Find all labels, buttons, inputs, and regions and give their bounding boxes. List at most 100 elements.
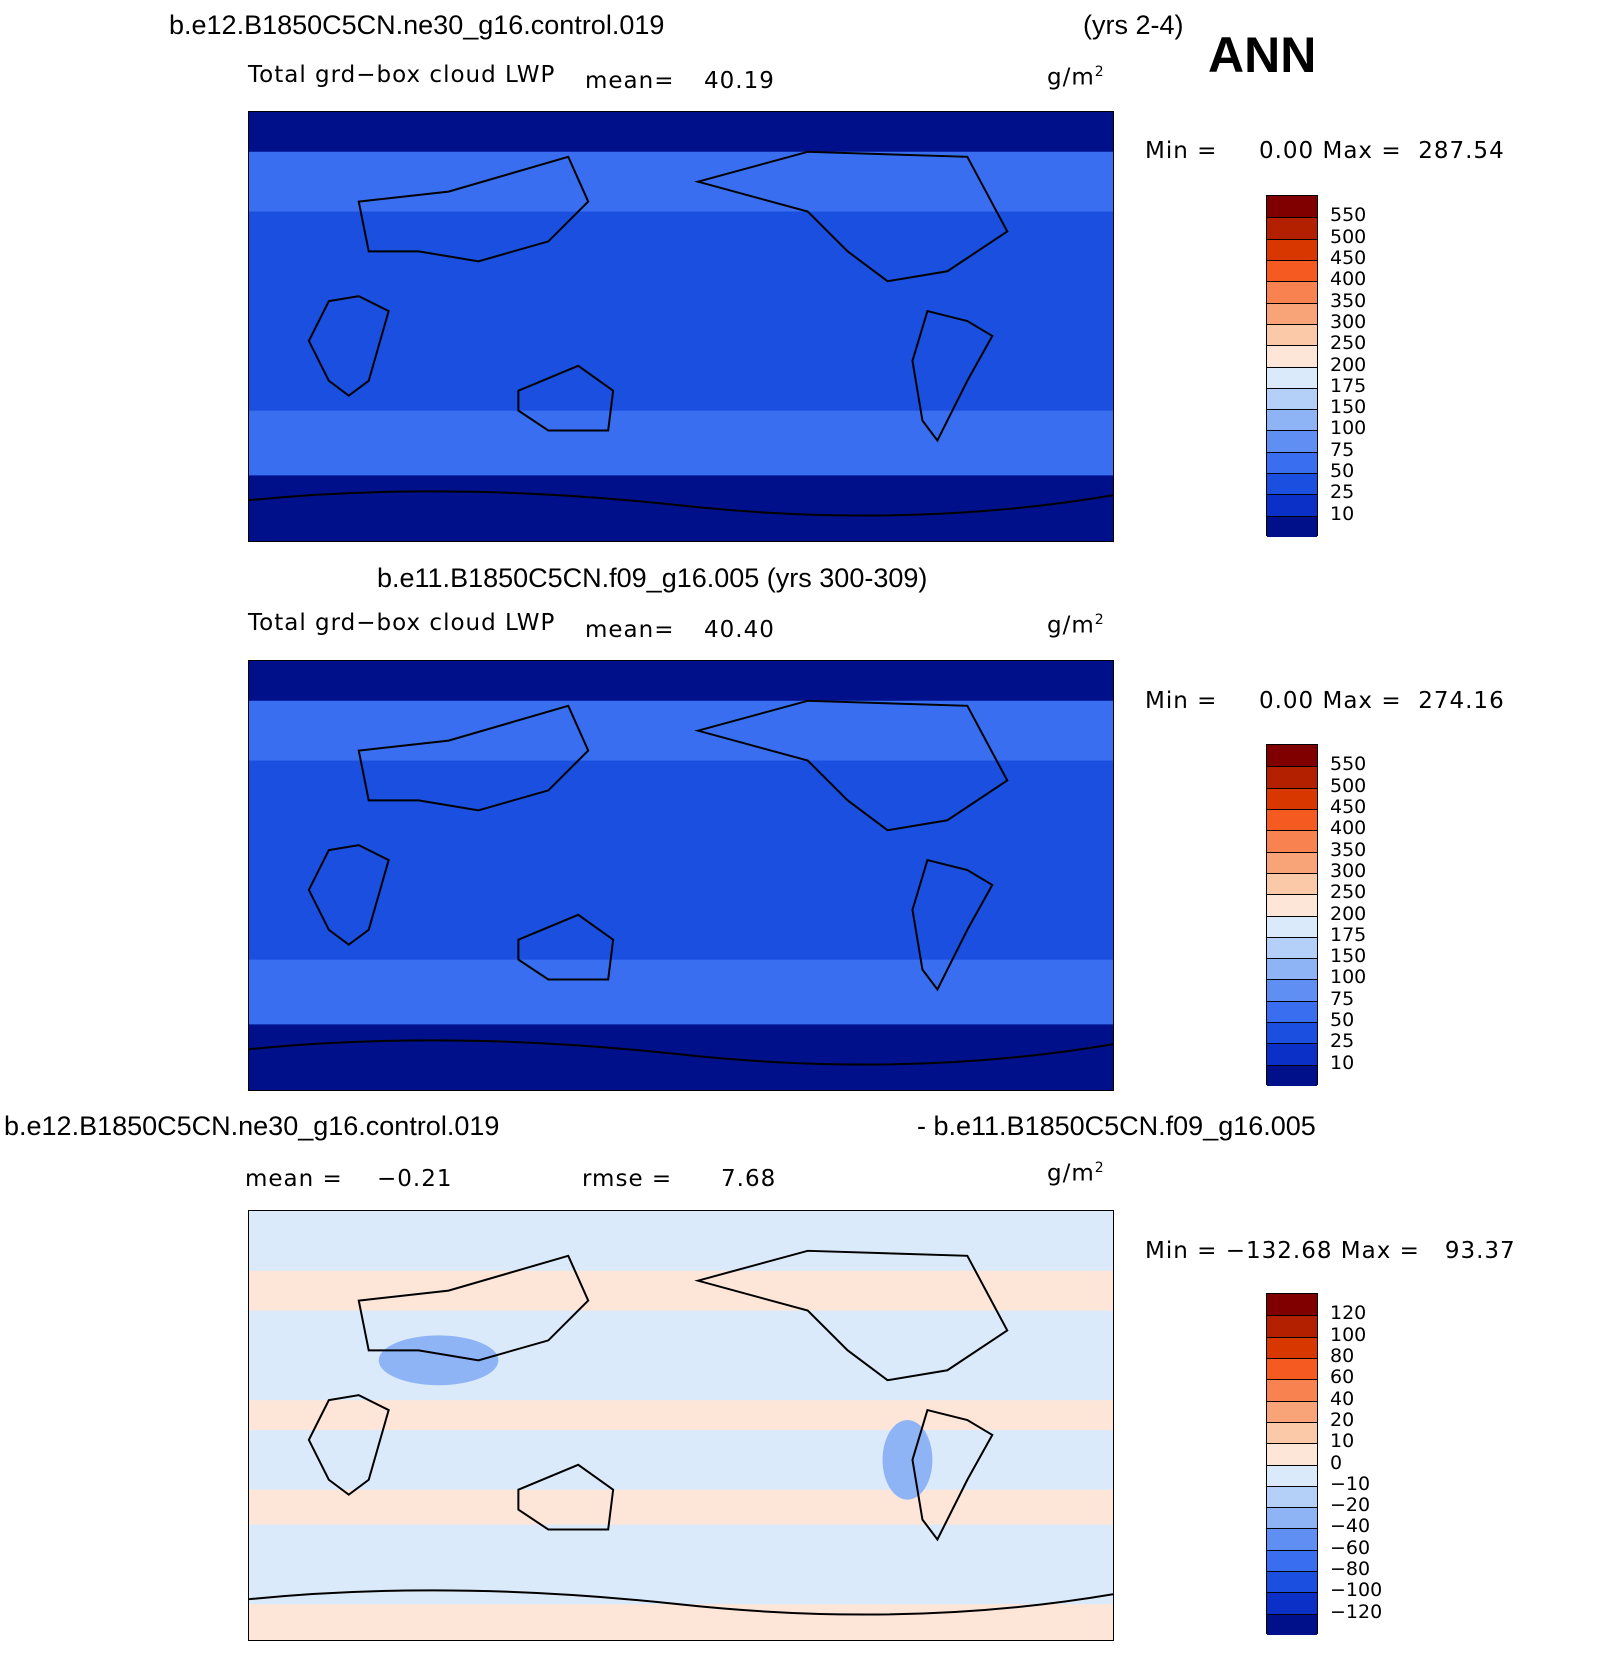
colorbar-swatch: [1267, 1043, 1317, 1065]
panel3-pos-band-n: [249, 1270, 1113, 1311]
panel1-australia: [517, 364, 615, 432]
colorbar-label: 300: [1330, 859, 1367, 882]
panel2-eurasia: [357, 704, 590, 812]
colorbar-label: −60: [1330, 1536, 1371, 1559]
season-label: ANN: [1208, 27, 1317, 83]
colorbar-swatch: [1267, 958, 1317, 980]
panel1-units: g/m2: [1047, 64, 1105, 91]
panel2-map-svg: [249, 661, 1113, 1090]
diff-left-title: b.e12.B1850C5CN.ne30_g16.control.019: [4, 1111, 500, 1141]
panel1-colorbar: [1266, 195, 1318, 537]
colorbar-swatch: [1267, 1064, 1317, 1086]
colorbar-swatch: [1267, 323, 1317, 346]
panel2-variable: Total grd−box cloud LWP: [248, 610, 556, 636]
panel1-north-america: [694, 150, 1009, 283]
colorbar-label: 250: [1330, 881, 1367, 904]
panel2-north-america: [694, 699, 1009, 832]
colorbar-label: −20: [1330, 1494, 1371, 1517]
colorbar-swatch: [1267, 915, 1317, 937]
colorbar-swatch: [1267, 430, 1317, 452]
panel3-pos-band-s: [249, 1489, 1113, 1525]
panel3-neg-asia: [378, 1335, 499, 1386]
colorbar-label: 450: [1330, 246, 1367, 269]
colorbar-label: −10: [1330, 1472, 1371, 1495]
colorbar-swatch: [1267, 1421, 1317, 1444]
panel1-map: [248, 111, 1114, 542]
colorbar-label: 50: [1330, 460, 1355, 483]
panel3-south-america: [911, 1408, 994, 1542]
panel1-eurasia: [357, 155, 590, 263]
colorbar-swatch: [1267, 259, 1317, 282]
panel2-arctic: [249, 661, 1113, 701]
colorbar-label: 80: [1330, 1344, 1355, 1367]
panel1-south-america: [911, 309, 994, 443]
colorbar-swatch: [1267, 1549, 1317, 1572]
colorbar-swatch: [1267, 872, 1317, 895]
colorbar-swatch: [1267, 1357, 1317, 1380]
colorbar-swatch: [1267, 281, 1317, 303]
colorbar-label: 120: [1330, 1302, 1367, 1325]
colorbar-label: 500: [1330, 225, 1367, 248]
colorbar-label: 100: [1330, 966, 1367, 989]
panel1-minmax: Min = 0.00 Max = 287.54: [1145, 138, 1505, 164]
colorbar-swatch: [1267, 473, 1317, 495]
colorbar-swatch: [1267, 451, 1317, 474]
panel3-north-america: [694, 1249, 1009, 1382]
colorbar-swatch: [1267, 1022, 1317, 1044]
colorbar-swatch: [1267, 1443, 1317, 1465]
panel2-coastlines: [249, 699, 1113, 1066]
panel3-coastlines: [249, 1249, 1113, 1616]
panel1-africa: [307, 295, 390, 397]
colorbar-swatch: [1267, 745, 1317, 767]
colorbar-label: 175: [1330, 923, 1367, 946]
panel2-antarctica: [249, 1039, 1113, 1066]
colorbar-label: 150: [1330, 396, 1367, 419]
colorbar-label: −40: [1330, 1515, 1371, 1538]
colorbar-swatch: [1267, 1528, 1317, 1550]
colorbar-label: 250: [1330, 332, 1367, 355]
colorbar-swatch: [1267, 1507, 1317, 1529]
panel2-mean-value: 40.40: [704, 617, 775, 643]
colorbar-label: −80: [1330, 1558, 1371, 1581]
panel2-africa: [307, 844, 390, 946]
panel2-antarctic: [249, 1024, 1113, 1090]
colorbar-label: 20: [1330, 1408, 1355, 1431]
colorbar-swatch: [1267, 387, 1317, 410]
colorbar-label: 200: [1330, 902, 1367, 925]
panel1-mean-value: 40.19: [704, 68, 775, 94]
colorbar-swatch: [1267, 894, 1317, 916]
colorbar-swatch: [1267, 1464, 1317, 1486]
panel1-coastlines: [249, 150, 1113, 517]
case1-title: b.e12.B1850C5CN.ne30_g16.control.019: [169, 10, 665, 40]
panel3-australia: [517, 1463, 615, 1531]
colorbar-label: 550: [1330, 204, 1367, 227]
colorbar-label: 10: [1330, 1051, 1355, 1074]
panel3-mean-value: −0.21: [377, 1166, 453, 1192]
colorbar-swatch: [1267, 515, 1317, 537]
panel1-antarctica: [249, 490, 1113, 517]
colorbar-label: 100: [1330, 1323, 1367, 1346]
colorbar-label: 75: [1330, 987, 1355, 1010]
colorbar-label: 400: [1330, 817, 1367, 840]
panel2-mean-label: mean=: [585, 617, 675, 643]
colorbar-swatch: [1267, 808, 1317, 831]
colorbar-swatch: [1267, 1400, 1317, 1422]
colorbar-label: 550: [1330, 753, 1367, 776]
diff-right-title: - b.e11.B1850C5CN.f09_g16.005: [917, 1111, 1316, 1141]
colorbar-label: 10: [1330, 1430, 1355, 1453]
panel3-neg-andes: [882, 1420, 933, 1500]
colorbar-swatch: [1267, 1592, 1317, 1614]
colorbar-label: 0: [1330, 1451, 1343, 1474]
colorbar-swatch: [1267, 1336, 1317, 1358]
panel2-colorbar: [1266, 744, 1318, 1086]
panel3-mean-label: mean =: [245, 1166, 343, 1192]
colorbar-swatch: [1267, 1379, 1317, 1401]
colorbar-label: 75: [1330, 438, 1355, 461]
colorbar-label: 150: [1330, 945, 1367, 968]
panel1-variable: Total grd−box cloud LWP: [248, 62, 556, 88]
panel2-s-midlat: [249, 959, 1113, 1025]
colorbar-swatch: [1267, 851, 1317, 873]
colorbar-swatch: [1267, 1000, 1317, 1023]
panel3-units: g/m2: [1047, 1160, 1105, 1187]
panel3-rmse-label: rmse =: [582, 1166, 673, 1192]
